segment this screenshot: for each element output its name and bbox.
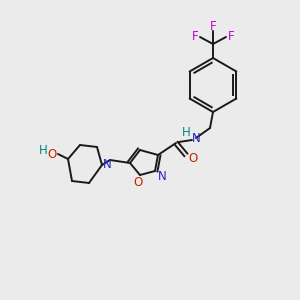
- Text: N: N: [158, 169, 166, 182]
- Text: H: H: [182, 127, 190, 140]
- Text: N: N: [103, 158, 111, 172]
- Text: F: F: [210, 20, 216, 34]
- Text: F: F: [228, 31, 234, 44]
- Text: N: N: [192, 131, 200, 145]
- Text: F: F: [192, 31, 198, 44]
- Text: H: H: [39, 143, 47, 157]
- Text: O: O: [134, 176, 142, 188]
- Text: O: O: [188, 152, 198, 164]
- Text: O: O: [47, 148, 57, 160]
